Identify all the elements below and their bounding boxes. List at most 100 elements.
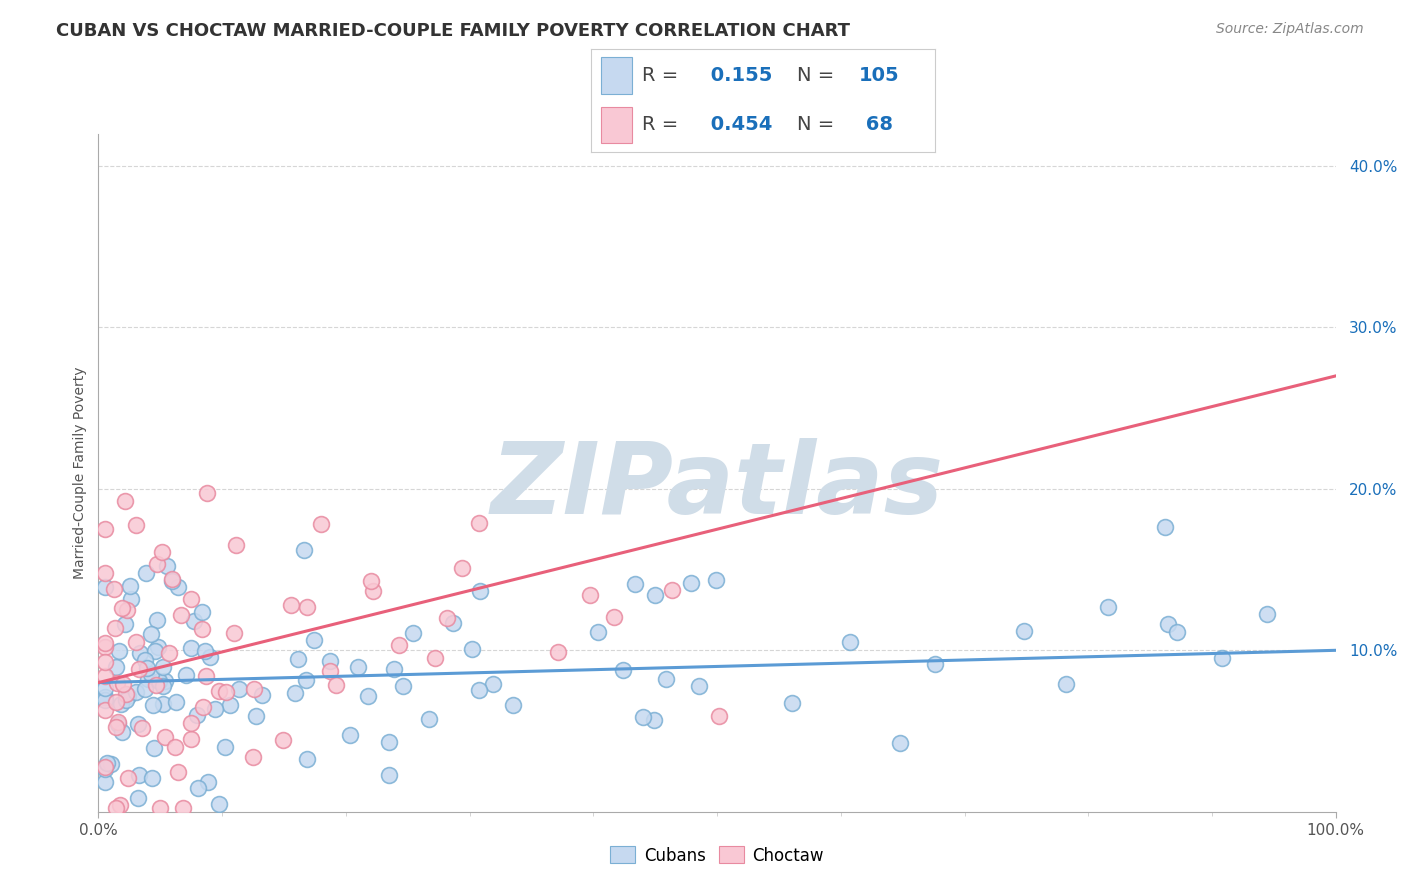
Point (547, 645, 569, 659)
Point (114, 617, 136, 632)
Point (631, 710, 654, 724)
Point (186, 708, 208, 723)
Point (319, 654, 342, 668)
Text: R =: R = (643, 66, 685, 86)
Point (198, 649, 221, 664)
Point (460, 642, 482, 657)
Point (325, 678, 347, 692)
Point (150, 545, 173, 559)
Point (1157, 616, 1180, 631)
Point (207, 797, 229, 811)
Point (174, 667, 197, 681)
Point (1256, 607, 1278, 621)
Point (402, 625, 425, 640)
Point (295, 599, 318, 614)
Point (103, 582, 125, 597)
Point (143, 644, 166, 658)
Point (183, 614, 205, 628)
Point (114, 494, 136, 508)
Text: ZIPatlas: ZIPatlas (491, 438, 943, 535)
Point (145, 678, 167, 692)
Point (152, 679, 174, 693)
Point (180, 715, 202, 730)
Point (704, 573, 727, 587)
Point (1054, 677, 1077, 691)
Point (111, 725, 134, 739)
Text: 0.454: 0.454 (704, 115, 772, 135)
Text: N =: N = (797, 66, 841, 86)
Point (304, 632, 326, 647)
Point (148, 640, 170, 654)
Point (127, 791, 149, 805)
Point (111, 601, 134, 615)
Point (180, 592, 202, 607)
Point (156, 559, 179, 574)
Point (195, 669, 218, 683)
Point (191, 700, 214, 714)
Point (709, 708, 731, 723)
Point (93, 566, 115, 580)
Point (127, 717, 149, 731)
Point (214, 740, 236, 755)
Point (245, 709, 267, 723)
Point (160, 573, 183, 587)
Point (225, 538, 247, 552)
Point (120, 579, 142, 593)
Point (643, 713, 665, 727)
Point (152, 659, 174, 673)
Point (166, 764, 188, 779)
Point (436, 610, 458, 624)
Point (128, 768, 150, 782)
Point (1012, 624, 1035, 638)
Point (388, 638, 411, 652)
Text: Source: ZipAtlas.com: Source: ZipAtlas.com (1216, 22, 1364, 37)
Bar (600, 106, 631, 144)
Point (100, 757, 122, 772)
Point (139, 667, 162, 681)
Y-axis label: Married-Couple Family Poverty: Married-Couple Family Poverty (73, 367, 87, 579)
Point (93, 681, 115, 695)
Point (339, 728, 361, 742)
Point (450, 561, 472, 575)
Text: 0.155: 0.155 (704, 66, 772, 86)
Point (228, 681, 250, 696)
Point (187, 780, 209, 795)
Point (191, 623, 214, 637)
Point (889, 736, 911, 750)
Text: N =: N = (797, 115, 841, 135)
Point (295, 673, 318, 687)
Point (104, 621, 127, 635)
Point (287, 651, 309, 665)
Point (360, 574, 382, 588)
Point (93, 655, 115, 669)
Point (215, 684, 238, 698)
Point (467, 682, 489, 697)
Point (377, 735, 399, 749)
Point (481, 677, 503, 691)
Point (242, 681, 264, 696)
Point (423, 651, 446, 665)
Point (93, 762, 115, 776)
Point (679, 575, 702, 590)
Point (157, 646, 180, 660)
Point (295, 752, 318, 766)
Point (93, 703, 115, 717)
Point (603, 610, 626, 624)
Point (93, 522, 115, 536)
Point (361, 583, 384, 598)
Point (924, 657, 946, 671)
Point (165, 695, 187, 709)
Point (96, 756, 118, 771)
Point (110, 798, 132, 813)
Point (142, 698, 165, 712)
Point (153, 731, 176, 745)
Point (110, 697, 132, 711)
Point (141, 771, 163, 785)
Point (644, 588, 666, 602)
Point (579, 588, 602, 602)
Point (139, 626, 162, 640)
Point (838, 635, 860, 649)
Point (134, 681, 156, 696)
Point (382, 662, 405, 676)
Point (93, 690, 115, 705)
